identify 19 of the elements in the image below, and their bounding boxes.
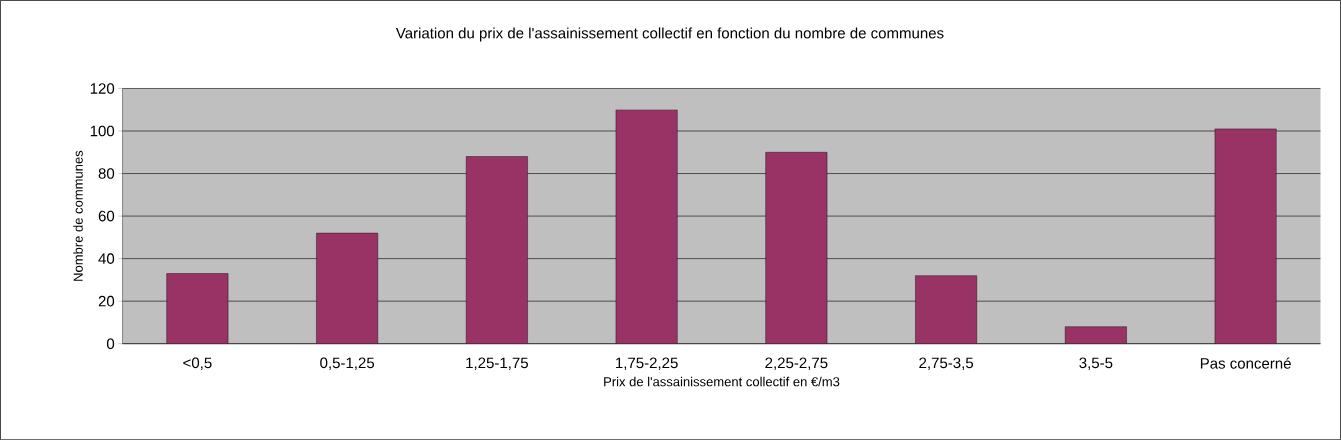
x-tick-label: Pas concerné <box>1200 357 1291 369</box>
x-tick-label: 2,25-2,75 <box>765 357 828 370</box>
x-axis-title: Prix de l'assainissement collectif en €/m3 <box>604 376 840 387</box>
y-tick-label: 80 <box>98 168 115 179</box>
x-tick-label: <0,5 <box>183 357 212 370</box>
y-tick-label: 60 <box>98 210 115 222</box>
y-axis-title: Nombre de communes <box>73 150 83 281</box>
y-tick-label: 100 <box>90 125 115 137</box>
y-tick-label: 0 <box>106 338 115 349</box>
y-tick-label: 120 <box>90 83 115 94</box>
y-tick-label: 40 <box>98 253 115 264</box>
x-tick-label: 0,5-1,25 <box>320 357 375 370</box>
x-tick-label: 1,75-2,25 <box>616 357 678 370</box>
bar <box>1064 326 1127 344</box>
y-tick-label: 20 <box>98 295 115 307</box>
x-tick-label: 3,5-5 <box>1079 357 1113 370</box>
x-tick-label: 1,25-1,75 <box>466 357 528 370</box>
chart-title: Variation du prix de l'assainissement collectif en fonction du nombre de communes <box>395 27 944 42</box>
x-tick-label: 2,75-3,5 <box>919 357 974 370</box>
